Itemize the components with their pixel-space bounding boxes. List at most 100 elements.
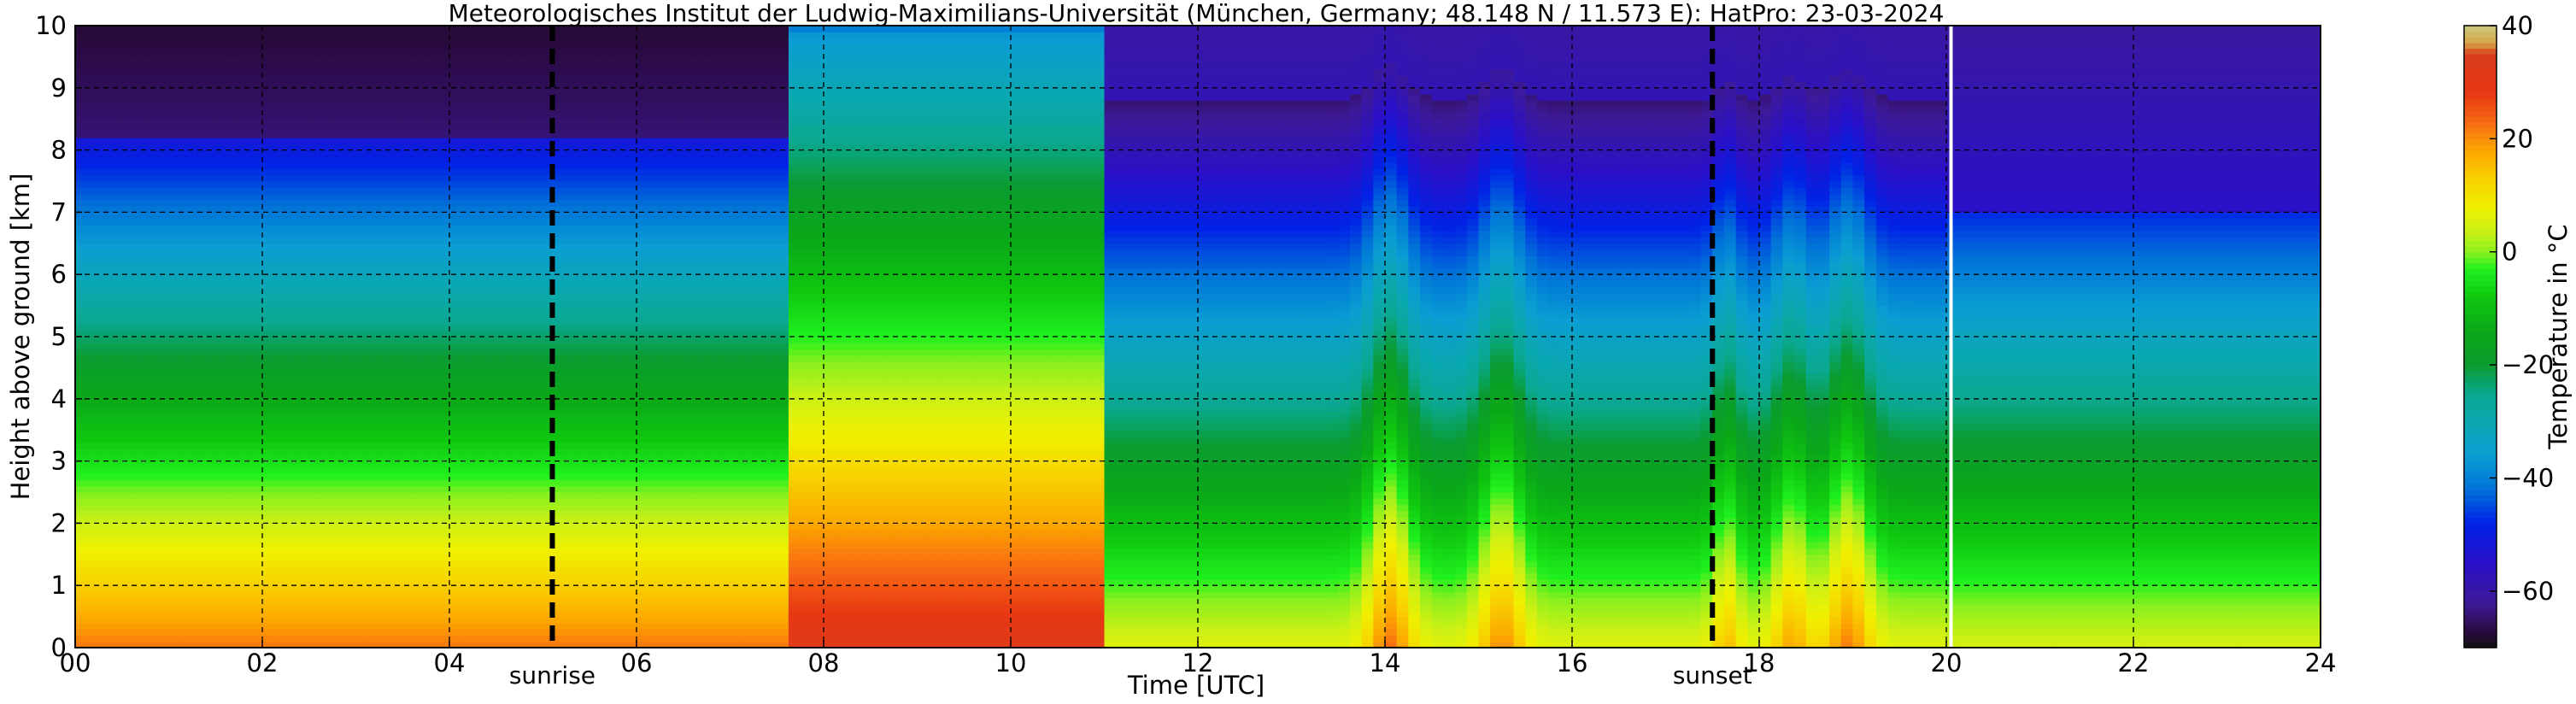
heatmap-cell (250, 436, 263, 443)
heatmap-cell (378, 100, 392, 108)
heatmap-cell (461, 224, 473, 232)
heatmap-cell (297, 168, 310, 176)
heatmap-cell (332, 261, 345, 269)
heatmap-cell (531, 392, 544, 400)
heatmap-cell (121, 379, 135, 387)
heatmap-cell (519, 566, 532, 574)
heatmap-cell (367, 629, 380, 637)
heatmap-cell (531, 535, 544, 543)
heatmap-cell (238, 318, 251, 326)
heatmap-cell (297, 361, 310, 368)
heatmap-cell (133, 591, 146, 599)
heatmap-cell (590, 32, 602, 39)
heatmap-cell (578, 529, 590, 537)
heatmap-cell (191, 181, 205, 188)
heatmap-cell (390, 510, 403, 518)
heatmap-cell (496, 305, 509, 313)
heatmap-cell (637, 162, 649, 170)
heatmap-cell (484, 386, 497, 394)
heatmap-cell (625, 604, 637, 611)
heatmap-cell (390, 386, 403, 394)
heatmap-cell (215, 193, 228, 201)
heatmap-cell (637, 106, 649, 114)
heatmap-cell (590, 62, 602, 70)
heatmap-cell (145, 560, 158, 567)
heatmap-cell (590, 392, 602, 400)
heatmap-cell (110, 548, 123, 555)
heatmap-cell (250, 392, 263, 400)
heatmap-cell (543, 100, 555, 108)
heatmap-cell (484, 635, 497, 642)
heatmap-cell (156, 125, 170, 132)
heatmap-cell (508, 361, 520, 368)
heatmap-cell (437, 417, 450, 425)
heatmap-cell (156, 75, 170, 83)
heatmap-cell (555, 56, 567, 64)
heatmap-cell (273, 212, 286, 220)
heatmap-cell (555, 449, 567, 455)
heatmap-cell (508, 81, 520, 89)
heatmap-cell (543, 566, 555, 574)
heatmap-cell (648, 56, 660, 64)
heatmap-cell (590, 318, 602, 326)
heatmap-cell (566, 150, 579, 157)
heatmap-cell (625, 150, 637, 157)
heatmap-cell (367, 542, 380, 549)
heatmap-cell (578, 267, 590, 275)
heatmap-cell (601, 492, 614, 499)
heatmap-cell (297, 330, 310, 337)
heatmap-cell (578, 622, 590, 630)
heatmap-cell (414, 455, 427, 462)
heatmap-cell (519, 616, 532, 624)
heatmap-cell (110, 330, 123, 337)
heatmap-cell (601, 218, 614, 226)
heatmap-cell (449, 38, 462, 45)
heatmap-cell (472, 330, 485, 337)
heatmap-cell (308, 243, 322, 250)
heatmap-cell (484, 168, 497, 176)
heatmap-cell (203, 255, 216, 263)
heatmap-cell (226, 162, 240, 170)
heatmap-cell (332, 616, 345, 624)
heatmap-cell (590, 349, 602, 356)
heatmap-cell (519, 311, 532, 319)
heatmap-cell (168, 548, 181, 555)
heatmap-cell (98, 386, 111, 394)
heatmap-cell (215, 112, 228, 120)
heatmap-cell (449, 585, 462, 593)
heatmap-cell (566, 144, 579, 151)
heatmap-cell (601, 349, 614, 356)
heatmap-cell (437, 485, 450, 493)
heatmap-cell (191, 255, 205, 263)
heatmap-cell (449, 44, 462, 51)
heatmap-cell (590, 280, 602, 288)
heatmap-cell (437, 343, 450, 350)
heatmap-cell (168, 591, 181, 599)
heatmap-cell (86, 629, 99, 637)
heatmap-cell (437, 411, 450, 419)
heatmap-cell (121, 585, 135, 593)
heatmap-cell (402, 398, 415, 406)
heatmap-cell (637, 578, 649, 586)
heatmap-cell (297, 635, 310, 642)
heatmap-cell (75, 305, 88, 313)
heatmap-cell (133, 517, 146, 524)
heatmap-cell (578, 305, 590, 313)
heatmap-cell (297, 430, 310, 437)
heatmap-cell (355, 355, 368, 362)
heatmap-cell (110, 411, 123, 419)
heatmap-cell (203, 473, 216, 481)
heatmap-cell (273, 548, 286, 555)
heatmap-cell (555, 32, 567, 39)
heatmap-cell (355, 68, 368, 76)
heatmap-cell (320, 411, 333, 419)
heatmap-cell (566, 237, 579, 244)
heatmap-cell (613, 119, 625, 126)
heatmap-cell (156, 56, 170, 64)
heatmap-cell (378, 629, 392, 637)
heatmap-cell (203, 517, 216, 524)
heatmap-cell (285, 293, 298, 300)
heatmap-cell (578, 330, 590, 337)
heatmap-cell (308, 174, 322, 182)
heatmap-cell (637, 293, 649, 300)
